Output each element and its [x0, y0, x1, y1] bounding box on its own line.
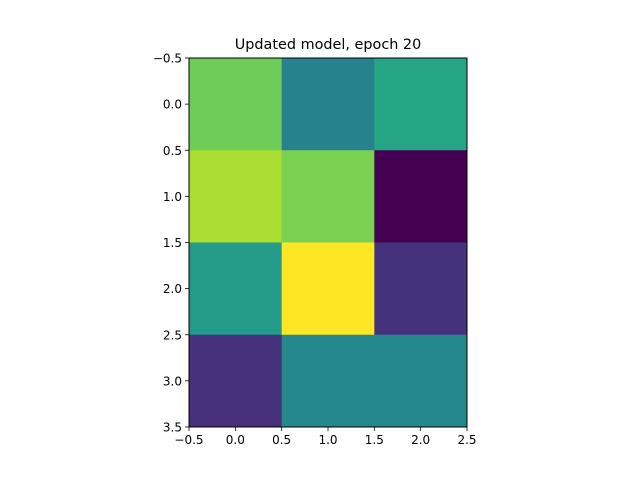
heatmap-cell-r1-c1	[281, 150, 375, 243]
x-axis: −0.5 0.0 0.5 1.0 1.5 2.0 2.5	[174, 427, 477, 447]
heatmap-cell-r2-c2	[374, 242, 468, 336]
heatmap-cells	[189, 58, 468, 428]
x-tick-label: 1.5	[365, 433, 384, 447]
heatmap-cell-r2-c1	[281, 242, 375, 336]
y-tick-label: −0.5	[153, 52, 182, 66]
heatmap-cell-r1-c2	[374, 150, 468, 243]
y-tick-label: 2.0	[163, 282, 182, 296]
y-tick-label: 0.5	[163, 144, 182, 158]
heatmap-cell-r3-c0	[189, 334, 283, 428]
y-tick-label: 3.5	[163, 421, 182, 435]
heatmap-cell-r2-c0	[189, 242, 283, 336]
x-tick-label: 0.5	[272, 433, 291, 447]
y-tick-label: 1.5	[163, 236, 182, 250]
heatmap-cell-r1-c0	[189, 150, 283, 243]
y-tick-label: 2.5	[163, 328, 182, 342]
heatmap-cell-r0-c0	[189, 58, 283, 151]
x-tick-label: 2.0	[411, 433, 430, 447]
x-tick-label: 1.0	[318, 433, 337, 447]
heatmap-cell-r0-c1	[281, 58, 375, 151]
x-tick-label: 2.5	[457, 433, 476, 447]
heatmap-cell-r3-c1	[281, 334, 375, 428]
chart-title: Updated model, epoch 20	[235, 37, 422, 53]
heatmap-cell-r0-c2	[374, 58, 468, 151]
heatmap-cell-r3-c2	[374, 334, 468, 428]
y-axis: −0.5 0.0 0.5 1.0 1.5 2.0 2.5 3.0 3.5	[153, 52, 189, 435]
x-tick-label: 0.0	[226, 433, 245, 447]
y-tick-label: 0.0	[163, 98, 182, 112]
x-tick-label: −0.5	[174, 433, 203, 447]
y-tick-label: 3.0	[163, 374, 182, 388]
y-tick-label: 1.0	[163, 190, 182, 204]
